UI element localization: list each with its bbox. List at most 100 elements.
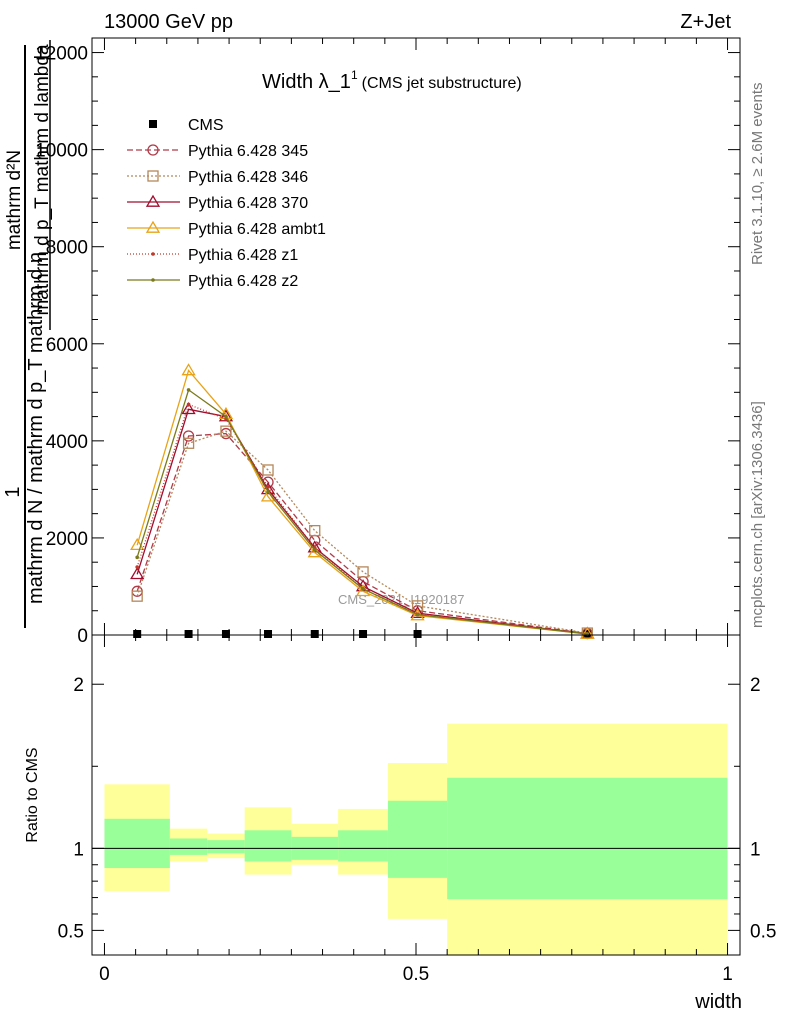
series-1	[131, 427, 593, 640]
data-point	[147, 144, 159, 156]
series-6	[135, 388, 590, 636]
data-point	[133, 630, 142, 638]
data-point	[310, 630, 319, 638]
ylabel-den: mathrm d N / mathrm d p_T mathrm d η	[25, 252, 47, 604]
upper-panel: Width λ_11 (CMS jet substructure) CMS_202…	[2, 37, 741, 647]
x-tick-label: 0	[99, 964, 110, 985]
x-tick-label: 1	[722, 964, 733, 985]
data-point	[186, 388, 191, 392]
ratio-y-label: Ratio to CMS	[24, 747, 41, 842]
series-line	[136, 408, 588, 635]
legend-item: Pythia 6.428 346	[127, 169, 308, 186]
data-point	[359, 630, 368, 638]
data-point	[186, 402, 191, 407]
legend-label: Pythia 6.428 370	[188, 195, 308, 212]
data-point	[131, 590, 143, 602]
legend-item: Pythia 6.428 z2	[127, 273, 298, 290]
series-line	[136, 369, 588, 635]
legend-label: Pythia 6.428 ambt1	[188, 221, 326, 238]
ratio-y-tick-label: 2	[73, 675, 84, 696]
ratio-y-tick-label: 2	[750, 675, 761, 696]
data-point	[361, 587, 365, 591]
ylabel-frac-num: mathrm d²N	[4, 150, 25, 250]
legend-label: Pythia 6.428 z2	[188, 273, 298, 290]
legend-item: CMS	[149, 117, 224, 134]
ratio-y-tick-label: 1	[73, 839, 84, 860]
data-point	[264, 630, 273, 638]
inner-band	[244, 830, 292, 862]
mcplots-label: mcplots.cern.ch [arXiv:1306.3436]	[749, 401, 766, 628]
inner-band	[104, 818, 170, 869]
data-point	[181, 402, 196, 415]
legend: CMS Pythia 6.428 345 Pythia 6.428 346 Pythi…	[127, 117, 326, 290]
data-point	[182, 430, 195, 442]
data-point	[262, 464, 274, 476]
data-point	[411, 600, 424, 612]
legend-item: Pythia 6.428 370	[127, 194, 308, 212]
series-line	[136, 388, 588, 635]
lower-panel: 0.5 0.5 1 1 2 2 0 0.5 1 Ratio to CMS width	[24, 634, 776, 1013]
y-tick-label: 0	[77, 626, 88, 647]
data-point	[266, 485, 270, 489]
ratio-y-tick-label: 0.5	[750, 921, 776, 942]
data-point	[221, 630, 230, 638]
legend-label: Pythia 6.428 z1	[188, 247, 298, 264]
data-point	[145, 220, 161, 233]
legend-item: Pythia 6.428 ambt1	[127, 220, 326, 238]
y-tick-label: 10000	[35, 141, 88, 162]
legend-item: Pythia 6.428 345	[127, 143, 308, 160]
data-point	[135, 565, 139, 569]
upper-y-axis-label: 1 mathrm d N / mathrm d p_T mathrm d η m…	[2, 40, 53, 628]
data-point	[135, 555, 139, 560]
header-left: 13000 GeV pp	[104, 11, 233, 33]
ratio-y-tick-label: 0.5	[58, 921, 84, 942]
y-tick-label: 6000	[46, 335, 88, 356]
data-point	[145, 194, 161, 207]
legend-label: Pythia 6.428 345	[188, 143, 308, 160]
rivet-label: Rivet 3.1.10, ≥ 2.6M events	[749, 83, 766, 266]
ylabel-frac-den: mathrm d p_T mathrm d lambda	[32, 44, 53, 315]
series-0	[133, 630, 592, 638]
inner-band	[338, 830, 388, 862]
chart-title: Width λ_11 (CMS jet substructure)	[262, 68, 522, 93]
series-line	[136, 432, 588, 635]
data-point	[307, 545, 322, 558]
y-tick-label: 12000	[35, 44, 88, 65]
data-point	[181, 363, 196, 376]
data-point	[184, 630, 193, 638]
y-tick-label: 4000	[46, 432, 88, 453]
legend-label: CMS	[188, 117, 224, 134]
y-tick-label: 2000	[46, 529, 88, 550]
ylabel-one: 1	[2, 486, 24, 497]
inner-band	[207, 840, 245, 854]
series-4	[130, 363, 595, 639]
data-point	[149, 120, 157, 128]
inner-band	[447, 777, 728, 900]
data-point	[151, 278, 155, 282]
data-point	[130, 537, 145, 551]
data-point	[357, 566, 369, 578]
ratio-y-tick-label: 1	[750, 839, 761, 860]
data-point	[224, 414, 228, 419]
y-tick-label: 8000	[46, 238, 88, 259]
data-point	[312, 548, 317, 552]
legend-item: Pythia 6.428 z1	[127, 247, 298, 264]
header-right: Z+Jet	[680, 11, 731, 33]
data-point	[309, 524, 321, 537]
data-point	[266, 490, 270, 494]
x-axis-label: width	[694, 991, 742, 1013]
inner-band	[169, 838, 208, 855]
inner-band	[387, 800, 448, 878]
data-point	[220, 425, 232, 437]
data-point	[151, 252, 155, 256]
data-point	[413, 630, 422, 638]
data-point	[182, 437, 195, 449]
data-point	[410, 605, 425, 619]
legend-label: Pythia 6.428 346	[188, 169, 308, 186]
data-point	[130, 567, 145, 580]
data-point	[147, 170, 159, 182]
series-line	[136, 430, 588, 634]
data-point	[415, 612, 420, 617]
x-tick-label: 0.5	[403, 964, 429, 985]
